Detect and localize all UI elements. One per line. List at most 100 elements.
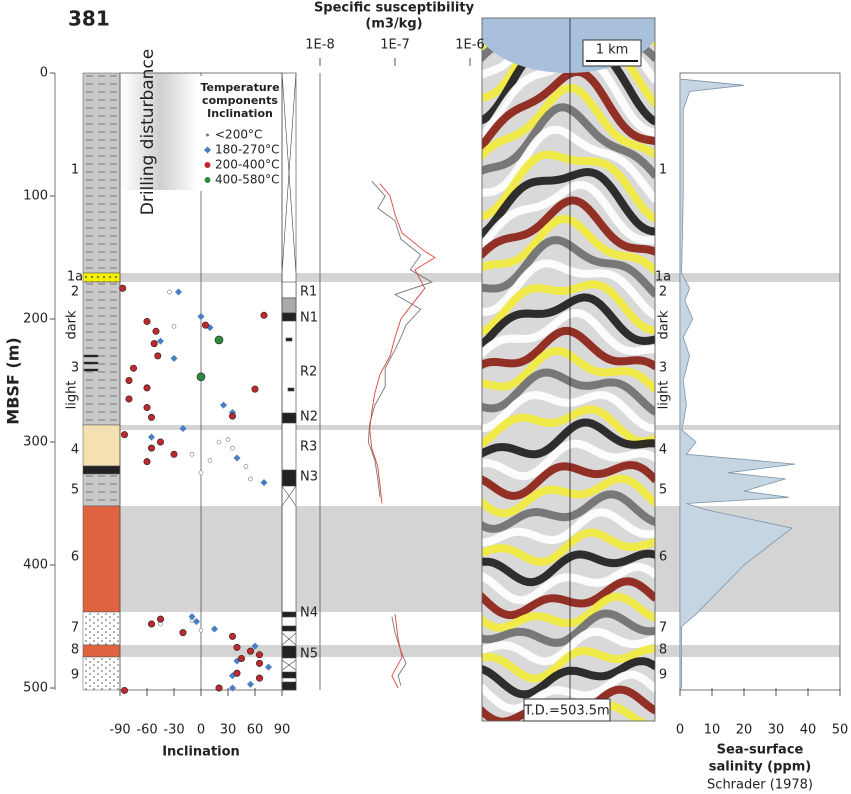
point xyxy=(260,479,268,487)
source: Schrader (1978) xyxy=(707,778,813,793)
seismic-reflector xyxy=(482,562,655,605)
legend-marker xyxy=(204,177,211,183)
unit-label: 7 xyxy=(659,621,667,636)
td-label: T.D.=503.5m xyxy=(523,704,609,719)
polarity-label: N2 xyxy=(300,410,318,425)
point xyxy=(238,654,246,662)
unit-note: light xyxy=(657,381,672,410)
value-tick-label: 60 xyxy=(247,723,264,738)
depth-tick-label: 200 xyxy=(23,312,48,327)
seismic-reflector xyxy=(482,368,655,416)
seismic-reflector xyxy=(482,577,655,620)
seismic-reflector xyxy=(482,461,655,500)
polarity-label: N4 xyxy=(300,606,318,621)
point xyxy=(215,684,223,692)
seismic-reflector xyxy=(482,609,655,647)
legend-label: <200°C xyxy=(215,128,262,142)
seismic-reflector xyxy=(482,235,655,298)
seismic-reflector xyxy=(482,439,655,481)
unit-note: light xyxy=(65,381,80,410)
axis-title: (m3/kg) xyxy=(365,17,422,32)
point xyxy=(157,615,165,623)
unit-label: 9 xyxy=(659,668,667,683)
seismic-reflector xyxy=(482,259,655,320)
point xyxy=(170,450,178,458)
point xyxy=(214,335,224,345)
site-number: 381 xyxy=(68,7,110,31)
value-tick-label: -60 xyxy=(136,723,157,738)
seismic-reflector xyxy=(482,549,655,587)
point xyxy=(251,642,259,650)
td-box xyxy=(523,698,611,722)
seismic-reflector xyxy=(482,125,655,203)
point xyxy=(156,337,165,345)
unit-label: 4 xyxy=(71,443,79,458)
axis-title: Specific susceptibility xyxy=(314,1,475,16)
point xyxy=(246,680,255,688)
polarity-label: R2 xyxy=(300,365,317,380)
point xyxy=(121,431,129,439)
value-tick-label: 1E-8 xyxy=(305,38,334,53)
unit-label: 5 xyxy=(71,483,79,498)
depth-tick-label: 400 xyxy=(23,558,48,573)
point xyxy=(152,327,160,335)
point xyxy=(251,385,259,393)
unit-label: 7 xyxy=(71,621,79,636)
point xyxy=(264,663,273,671)
point xyxy=(157,438,165,446)
point xyxy=(143,384,151,392)
legend-label: 400-580°C xyxy=(215,173,280,187)
seismic-reflector xyxy=(482,627,655,666)
line xyxy=(369,183,436,504)
unit-label: 1a xyxy=(67,270,83,285)
point xyxy=(167,289,172,295)
legend-label: 180-270°C xyxy=(215,143,280,157)
polarity-column xyxy=(281,72,297,691)
point xyxy=(125,395,133,403)
legend-title: components xyxy=(202,94,278,107)
point xyxy=(130,364,138,372)
value-tick-label: 0 xyxy=(197,723,205,738)
point xyxy=(143,458,151,466)
point xyxy=(119,284,127,292)
seismic-reflector xyxy=(482,474,655,518)
polarity-label: R3 xyxy=(300,440,317,455)
axis-title: Sea-surface xyxy=(717,743,804,758)
point xyxy=(243,464,249,469)
depth-tick-label: 0 xyxy=(40,66,48,81)
value-tick-label: 90 xyxy=(274,723,291,738)
point xyxy=(225,437,231,442)
unit-label: 3 xyxy=(659,361,667,376)
seismic-reflector xyxy=(482,196,655,259)
point xyxy=(229,632,237,640)
seismic-reflector xyxy=(482,670,655,713)
seismic-reflector xyxy=(482,150,655,223)
point xyxy=(219,401,228,409)
point xyxy=(125,376,133,384)
seismic-reflector xyxy=(482,103,655,179)
line xyxy=(391,614,403,689)
disturbance-zone xyxy=(122,73,198,190)
legend-marker xyxy=(203,146,212,154)
axis-title: salinity (ppm) xyxy=(709,760,811,775)
point xyxy=(150,340,158,348)
unit-label: 6 xyxy=(71,550,79,565)
polarity-label: N5 xyxy=(300,647,318,662)
seismic-reflector xyxy=(482,293,655,350)
axis-title: Inclination xyxy=(162,745,240,760)
point xyxy=(170,354,178,362)
legend-title: Inclination xyxy=(207,107,273,120)
point xyxy=(143,317,151,325)
unit-note: dark xyxy=(657,310,672,340)
point xyxy=(192,618,201,626)
seismic-reflector xyxy=(523,701,651,721)
unit-label: 1 xyxy=(71,163,79,178)
seismic-reflector xyxy=(482,528,655,567)
depth-tick-label: 500 xyxy=(23,681,48,696)
seismic-reflector xyxy=(482,326,655,371)
point xyxy=(233,669,241,677)
unit-label: 2 xyxy=(71,285,79,300)
legend-marker xyxy=(206,133,209,137)
legend-title: Temperature xyxy=(200,81,279,94)
point xyxy=(188,613,196,621)
